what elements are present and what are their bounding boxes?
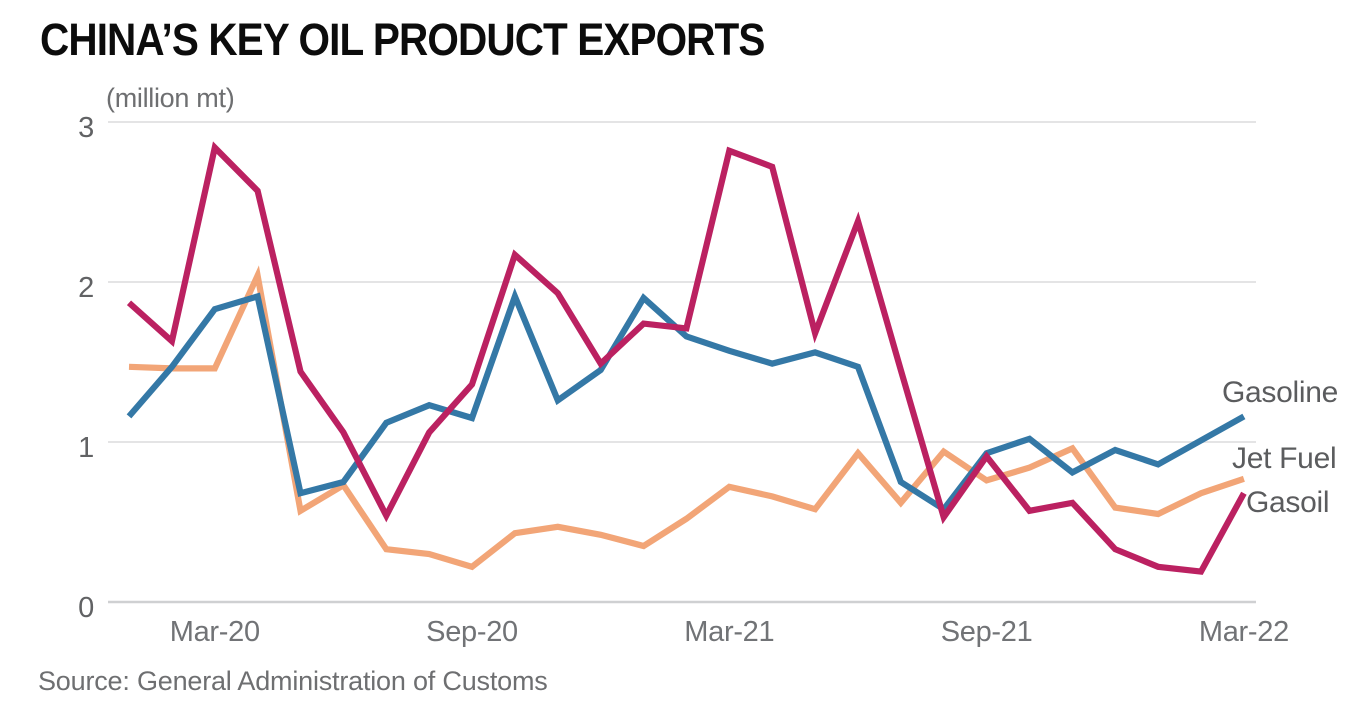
y-axis-unit-label: (million mt) (106, 83, 235, 113)
x-tick-label-mar-22: Mar-22 (1198, 616, 1289, 648)
y-tick-label-0: 0 (78, 592, 94, 624)
y-tick-label-2: 2 (78, 272, 94, 304)
series-label-gasoline: Gasoline (1222, 376, 1339, 409)
x-tick-label-sep-20: Sep-20 (426, 616, 518, 648)
x-tick-label-mar-21: Mar-21 (684, 616, 775, 648)
series-line-jet-fuel (128, 265, 1245, 571)
x-tick-label-mar-20: Mar-20 (169, 616, 260, 648)
y-tick-label-3: 3 (78, 112, 94, 144)
x-tick-label-sep-21: Sep-21 (940, 616, 1033, 648)
series-label-jet-fuel: Jet Fuel (1232, 442, 1337, 475)
chart-title: CHINA’S KEY OIL PRODUCT EXPORTS (40, 14, 765, 65)
series-line-gasoline (126, 287, 1246, 514)
source-note: Source: General Administration of Custom… (38, 666, 548, 696)
y-tick-label-1: 1 (78, 432, 94, 464)
series-line-gasoil (126, 141, 1247, 575)
series-label-gasoil: Gasoil (1246, 486, 1330, 519)
